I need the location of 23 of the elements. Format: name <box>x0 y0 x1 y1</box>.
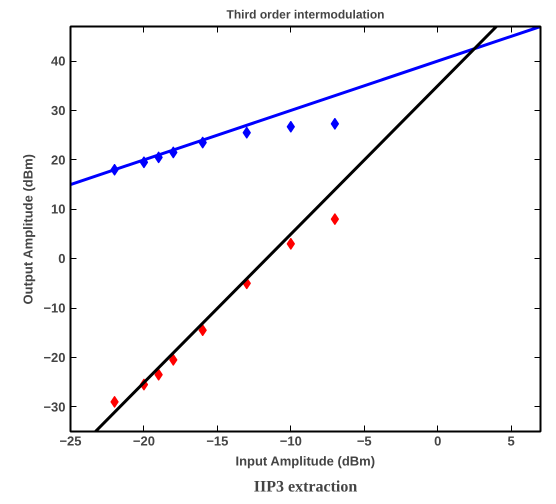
y-axis-title: Output Amplitude (dBm) <box>20 154 36 304</box>
point <box>330 213 340 226</box>
x-tick-label: 5 <box>508 434 515 448</box>
x-tick-label: −25 <box>59 434 82 448</box>
y-tick-label: 0 <box>58 251 66 266</box>
text: IIP3 extraction <box>254 478 358 496</box>
x-tick-label: −20 <box>132 434 155 448</box>
y-tick-label: 20 <box>51 152 66 168</box>
x-axis-title: Input Amplitude (dBm) <box>235 454 376 468</box>
y-tick-label: −10 <box>43 300 66 316</box>
y-tick-label: 30 <box>51 102 66 118</box>
chart-title: Third order intermodulation <box>226 8 384 22</box>
x-tick-label: 0 <box>434 434 442 448</box>
y-tick-label: 40 <box>51 54 66 69</box>
y-tick-label: −30 <box>43 399 66 414</box>
x-tick-label: −5 <box>356 434 372 448</box>
point <box>330 118 340 130</box>
x-tick-label: −10 <box>280 434 302 448</box>
point <box>110 396 119 408</box>
y-tick-label: 10 <box>51 202 66 217</box>
y-tick-label: −20 <box>43 350 66 365</box>
x-tick-label: −15 <box>206 434 228 448</box>
point <box>154 368 163 381</box>
